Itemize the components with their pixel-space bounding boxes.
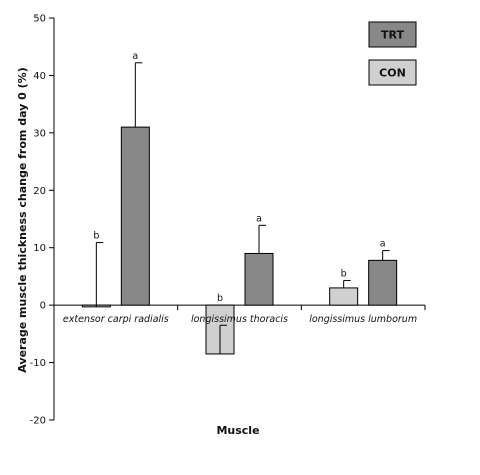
significance-letter: a xyxy=(380,239,386,250)
legend-label-con: CON xyxy=(379,67,406,80)
legend: TRT CON xyxy=(368,21,417,86)
category-label: longissimus lumborum xyxy=(309,314,417,325)
y-tick-label: 50 xyxy=(33,14,46,25)
significance-letters: b a b a b a xyxy=(93,51,385,304)
error-bars xyxy=(95,62,390,354)
category-labels: extensor carpi radialis longissimus thora… xyxy=(63,314,417,325)
y-tick-label: 30 xyxy=(33,128,46,139)
category-label: longissimus thoracis xyxy=(191,314,288,325)
category-label: extensor carpi radialis xyxy=(63,314,169,325)
significance-letter: b xyxy=(341,268,347,279)
x-axis-label: Muscle xyxy=(216,424,259,437)
legend-swatch-con xyxy=(368,59,417,86)
significance-letter: b xyxy=(93,231,99,242)
legend-label-trt: TRT xyxy=(381,29,404,42)
y-tick-label: 40 xyxy=(33,71,46,82)
significance-letter: a xyxy=(256,213,262,224)
x-axis xyxy=(53,304,426,311)
y-tick-label: 20 xyxy=(33,186,46,197)
bar-trt xyxy=(244,252,274,306)
significance-letter: b xyxy=(217,293,223,304)
y-tick-label: 10 xyxy=(33,243,46,254)
bar-trt xyxy=(120,126,150,306)
bar-trt xyxy=(368,259,398,306)
y-axis-label: Average muscle thickness change from day… xyxy=(16,67,29,372)
significance-letter: a xyxy=(132,51,138,62)
y-axis: -20 -10 0 10 20 30 40 50 xyxy=(30,14,55,427)
legend-swatch-trt xyxy=(368,21,417,48)
y-tick-label: 0 xyxy=(40,301,46,312)
y-tick-label: -20 xyxy=(30,416,46,427)
bar-con xyxy=(329,287,359,306)
y-tick-label: -10 xyxy=(30,358,46,369)
